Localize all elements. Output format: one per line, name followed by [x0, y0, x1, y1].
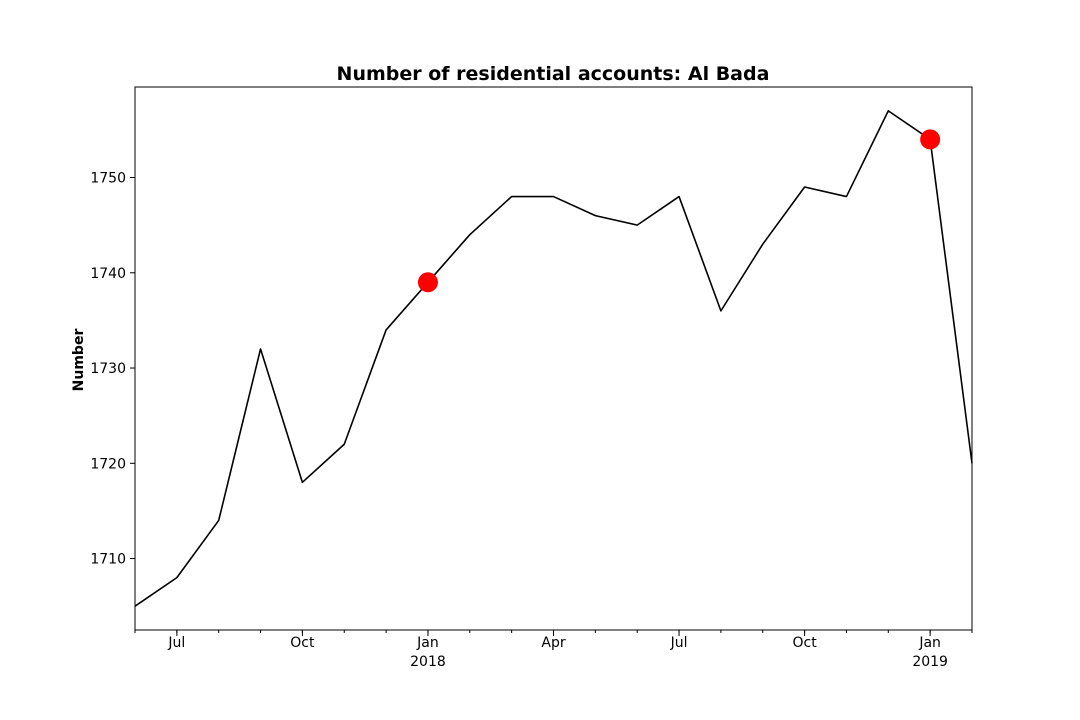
y-tick-label: 1710 [90, 552, 126, 568]
series-line [134, 110, 973, 607]
y-axis-label: Number [71, 329, 87, 392]
x-tick-label: Oct [290, 635, 315, 651]
x-tick-label: Jul [167, 635, 185, 651]
x-tick-label: Jan [416, 635, 439, 651]
y-tick-label: 1730 [90, 361, 126, 377]
axes-frame [134, 86, 973, 631]
chart-title: Number of residential accounts: Al Bada [337, 63, 770, 85]
y-tick-label: 1720 [90, 456, 126, 472]
plot-area: 1710 1720 1730 1740 1750 Jul Oct Jan 2018 Apr Jul O… [90, 110, 973, 670]
x-tick-label: Jul [670, 635, 688, 651]
x-tick-label: Oct [792, 635, 817, 651]
highlight-marker [417, 272, 438, 293]
x-tick-label: Apr [541, 635, 565, 651]
y-tick-label: 1740 [90, 266, 126, 282]
highlight-marker [920, 129, 941, 150]
x-tick-label: Jan [918, 635, 941, 651]
y-tick-label: 1750 [90, 171, 126, 187]
x-tick-year-label: 2019 [912, 654, 948, 670]
x-tick-year-label: 2018 [410, 654, 446, 670]
